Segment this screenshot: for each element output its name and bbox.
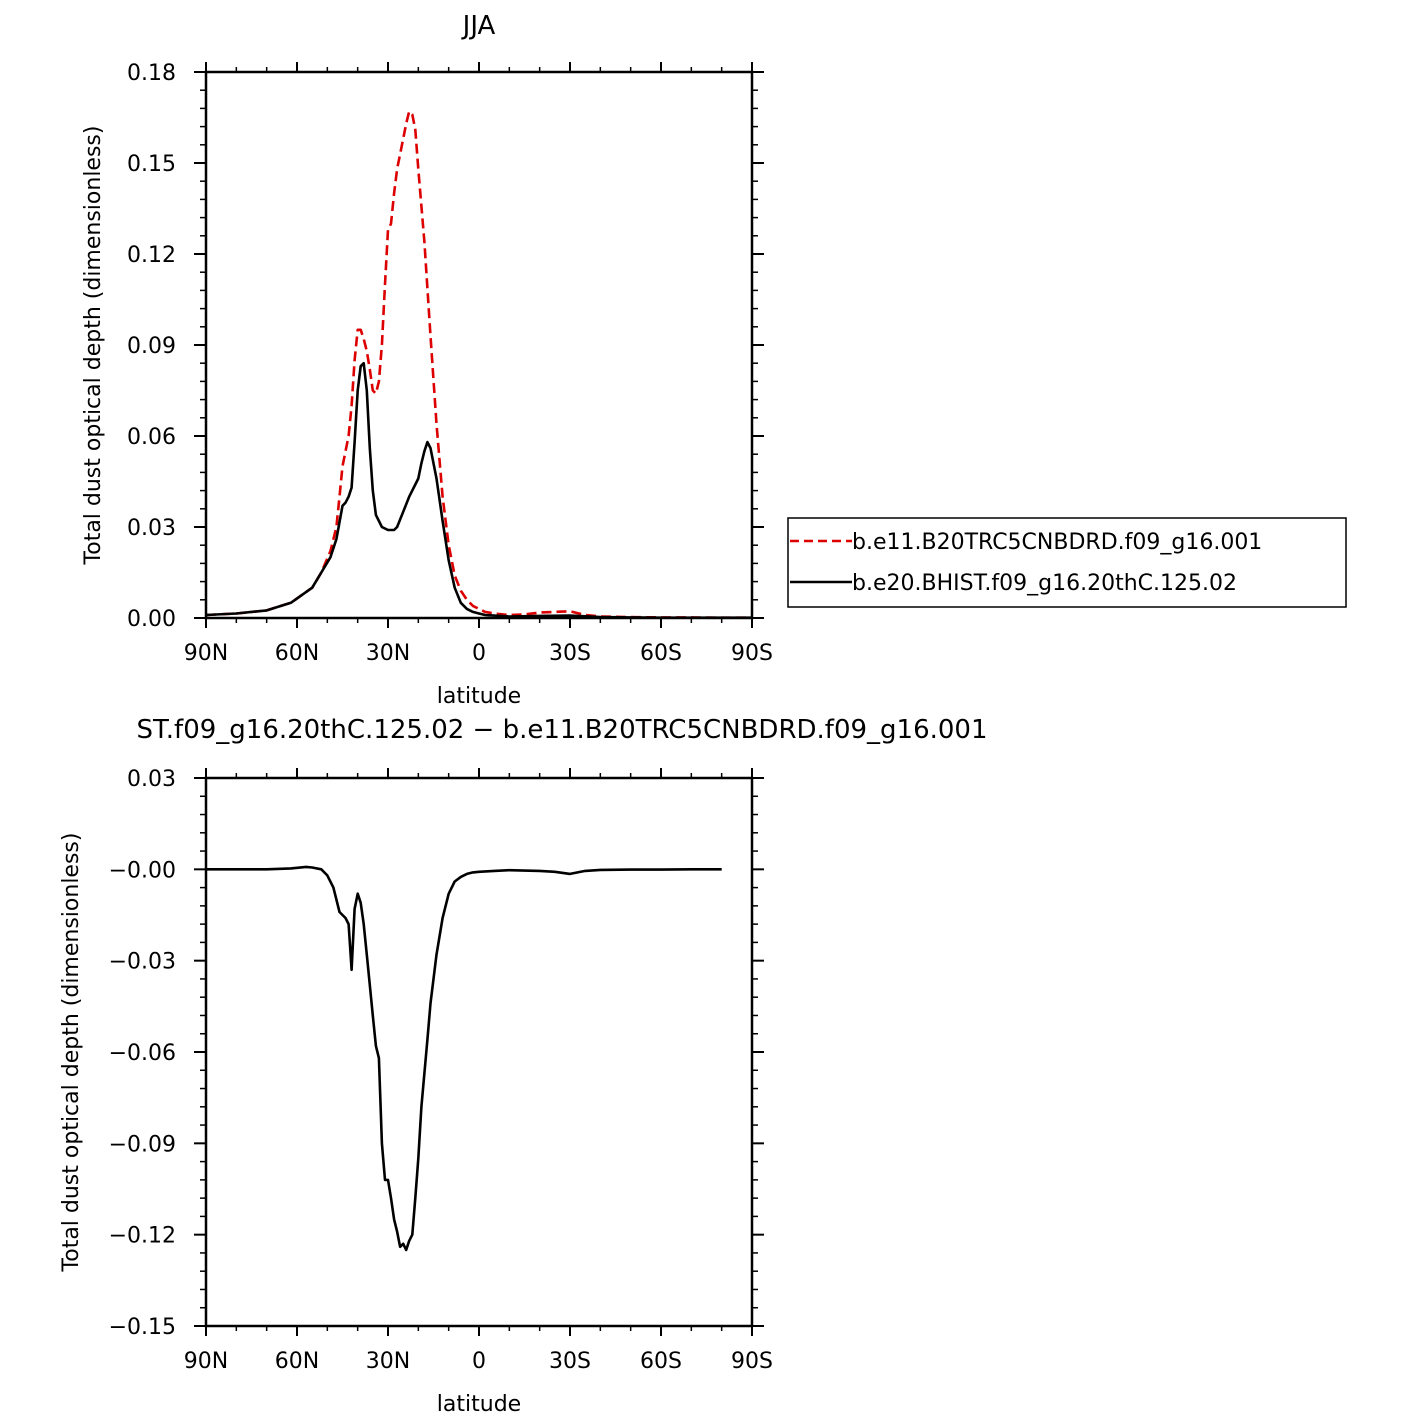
top-plot-frame xyxy=(204,70,754,620)
top-x-tick-label: 90S xyxy=(731,641,773,666)
top-y-tick-label: 0.18 xyxy=(127,61,176,86)
legend-box xyxy=(787,517,1347,608)
bottom-plot-frame xyxy=(204,776,754,1328)
bottom-x-tick-label: 60N xyxy=(275,1349,319,1374)
top-x-tick-label: 30N xyxy=(366,641,410,666)
top-chart-title: JJA xyxy=(461,11,496,41)
top-y-tick-label: 0.15 xyxy=(127,152,176,177)
top-x-tick-label: 60S xyxy=(640,641,682,666)
bottom-y-tick-label: −0.15 xyxy=(109,1315,176,1340)
bottom-y-tick-label: −0.06 xyxy=(109,1041,176,1066)
top-y-tick-label: 0.00 xyxy=(127,607,176,632)
bottom-chart: ST.f09_g16.20thC.125.02 − b.e11.B20TRC5C… xyxy=(59,715,988,1417)
top-x-tick-label: 60N xyxy=(275,641,319,666)
legend-label-red: b.e11.B20TRC5CNBDRD.f09_g16.001 xyxy=(852,530,1262,555)
top-x-tick-label: 0 xyxy=(472,641,486,666)
bottom-y-tick-label: 0.03 xyxy=(127,767,176,792)
top-y-tick-label: 0.03 xyxy=(127,516,176,541)
bottom-x-tick-label: 60S xyxy=(640,1349,682,1374)
top-y-axis-label: Total dust optical depth (dimensionless) xyxy=(81,126,106,566)
top-series-lines xyxy=(205,110,752,620)
bottom-series-line-1 xyxy=(206,865,722,1252)
top-x-tick-label: 30S xyxy=(549,641,591,666)
bottom-x-tick-label: 30S xyxy=(549,1349,591,1374)
legend-label-black: b.e20.BHIST.f09_g16.20thC.125.02 xyxy=(852,571,1237,596)
top-y-tick-label: 0.09 xyxy=(127,334,176,359)
top-x-tick-label: 90N xyxy=(184,641,228,666)
bottom-x-tick-label: 90N xyxy=(184,1349,228,1374)
bottom-axis-ticks: 90N 60N 30N 0 30S 60S 90S 0.03 −0.00 −0.03 −0.06 −0… xyxy=(109,767,773,1374)
top-series-line-2 xyxy=(205,361,752,620)
bottom-y-axis-label: Total dust optical depth (dimensionless) xyxy=(59,833,84,1273)
top-series-line-1 xyxy=(205,110,752,620)
top-y-tick-label: 0.06 xyxy=(127,425,176,450)
top-chart: JJA Total dust optical depth (dimensionl… xyxy=(81,11,773,709)
bottom-x-tick-label: 90S xyxy=(731,1349,773,1374)
top-x-axis-label: latitude xyxy=(437,684,521,709)
bottom-y-tick-label: −0.00 xyxy=(109,858,176,883)
bottom-y-tick-label: −0.09 xyxy=(109,1132,176,1157)
top-y-tick-label: 0.12 xyxy=(127,243,176,268)
bottom-series-lines xyxy=(206,865,722,1252)
legend: b.e11.B20TRC5CNBDRD.f09_g16.001 b.e20.BH… xyxy=(787,517,1347,608)
bottom-y-tick-label: −0.03 xyxy=(109,950,176,975)
bottom-x-tick-label: 0 xyxy=(472,1349,486,1374)
bottom-y-tick-label: −0.12 xyxy=(109,1224,176,1249)
bottom-x-axis-label: latitude xyxy=(437,1392,521,1417)
top-axis-ticks: 90N 60N 30N 0 30S 60S 90S 0.00 0.03 0.06 0.09 0.12 0… xyxy=(127,61,773,666)
bottom-x-tick-label: 30N xyxy=(366,1349,410,1374)
bottom-chart-title: ST.f09_g16.20thC.125.02 − b.e11.B20TRC5C… xyxy=(136,715,987,745)
